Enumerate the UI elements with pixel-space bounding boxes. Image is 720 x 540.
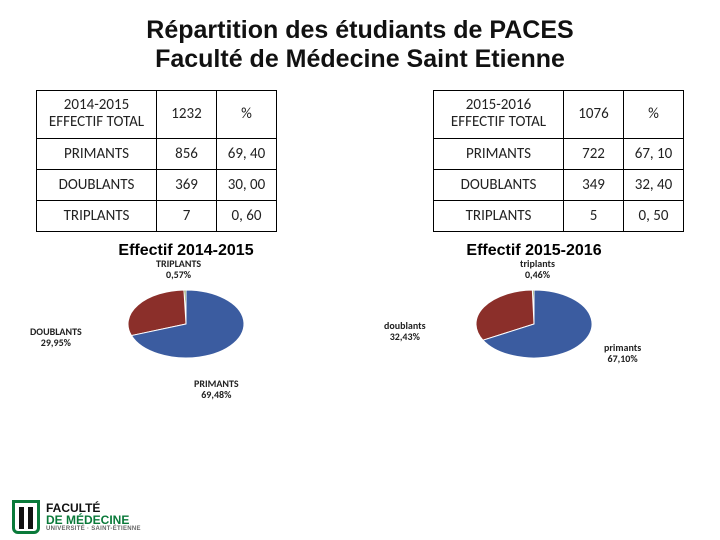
table-row: TRIPLANTS 7 0, 60 [37, 200, 277, 231]
row-pct: 32, 40 [624, 169, 684, 200]
table-row: PRIMANTS 856 69, 40 [37, 138, 277, 169]
label-triplants: triplants0,46% [520, 258, 555, 280]
row-pct: 67, 10 [624, 138, 684, 169]
row-label: TRIPLANTS [37, 200, 157, 231]
row-pct: 0, 60 [217, 200, 277, 231]
title-line-1: Répartition des étudiants de PACES [146, 16, 573, 44]
tables-row: 2014-2015EFFECTIF TOTAL 1232 % PRIMANTS … [0, 82, 720, 236]
right-total-header: EFFECTIF TOTAL [451, 113, 546, 131]
left-pct-header: % [217, 91, 277, 139]
label-primants: PRIMANTS69,48% [194, 378, 239, 400]
row-n: 856 [157, 138, 217, 169]
page-title: Répartition des étudiants de PACES Facul… [0, 0, 720, 82]
row-label: TRIPLANTS [434, 200, 564, 231]
row-label: PRIMANTS [434, 138, 564, 169]
table-2014-2015: 2014-2015EFFECTIF TOTAL 1232 % PRIMANTS … [36, 90, 277, 232]
logo-line-2: DE MÉDECINE [46, 514, 141, 526]
left-total: 1232 [157, 91, 217, 139]
title-line-2: Faculté de Médecine Saint Etienne [155, 45, 565, 73]
right-total: 1076 [564, 91, 624, 139]
charts-row: Effectif 2014-2015 TRIPLANTS0,57% DOUBLA… [0, 236, 720, 412]
logo-subtitle: UNIVERSITÉ · SAINT-ÉTIENNE [46, 526, 141, 532]
left-year-header: 2014-2015EFFECTIF TOTAL [37, 91, 157, 139]
chart-2015-2016: Effectif 2015-2016 triplants0,46% doubla… [384, 242, 684, 412]
logo-text: FACULTÉ DE MÉDECINE UNIVERSITÉ · SAINT-É… [46, 502, 141, 532]
faculty-logo: FACULTÉ DE MÉDECINE UNIVERSITÉ · SAINT-É… [12, 500, 141, 534]
label-doublants: doublants32,43% [384, 320, 426, 342]
right-year-header: 2015-2016 EFFECTIF TOTAL [434, 91, 564, 139]
pie-wrap: TRIPLANTS0,57% DOUBLANTS29,95% PRIMANTS6… [36, 262, 336, 412]
table-row: DOUBLANTS 349 32, 40 [434, 169, 684, 200]
pie-chart-icon [86, 262, 286, 402]
row-n: 7 [157, 200, 217, 231]
table-row: DOUBLANTS 369 30, 00 [37, 169, 277, 200]
row-label: DOUBLANTS [434, 169, 564, 200]
row-n: 722 [564, 138, 624, 169]
label-triplants: TRIPLANTS0,57% [156, 258, 201, 280]
right-pct-header: % [624, 91, 684, 139]
table-row: TRIPLANTS 5 0, 50 [434, 200, 684, 231]
label-primants: primants67,10% [604, 342, 641, 364]
row-label: PRIMANTS [37, 138, 157, 169]
pie-chart-icon [434, 262, 634, 402]
label-doublants: DOUBLANTS29,95% [30, 326, 82, 348]
chart-2014-2015: Effectif 2014-2015 TRIPLANTS0,57% DOUBLA… [36, 242, 336, 412]
table-2015-2016: 2015-2016 EFFECTIF TOTAL 1076 % PRIMANTS… [433, 90, 684, 232]
right-year: 2015-2016 [466, 96, 531, 114]
row-n: 5 [564, 200, 624, 231]
row-n: 349 [564, 169, 624, 200]
row-pct: 0, 50 [624, 200, 684, 231]
logo-mark-icon [12, 500, 40, 534]
row-pct: 69, 40 [217, 138, 277, 169]
row-pct: 30, 00 [217, 169, 277, 200]
row-n: 369 [157, 169, 217, 200]
row-label: DOUBLANTS [37, 169, 157, 200]
table-row: PRIMANTS 722 67, 10 [434, 138, 684, 169]
pie-wrap: triplants0,46% doublants32,43% primants6… [384, 262, 684, 412]
